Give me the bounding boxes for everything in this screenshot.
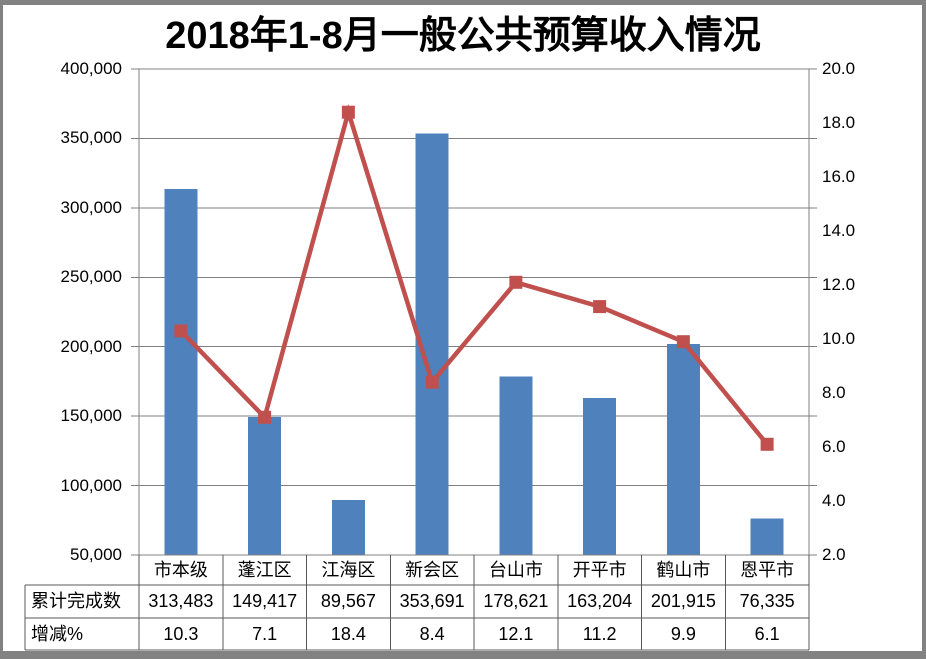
table-cell-value: 313,483 <box>148 591 214 611</box>
line-marker <box>341 105 355 119</box>
category-label: 江海区 <box>321 560 376 580</box>
right-axis-tick-label: 10.0 <box>822 329 856 348</box>
category-label: 蓬江区 <box>237 560 292 580</box>
left-axis-tick-label: 150,000 <box>60 406 122 426</box>
left-axis-tick-label: 100,000 <box>60 475 122 495</box>
table-cell-value: 89,567 <box>320 591 376 611</box>
table-cell-value: 149,417 <box>232 591 298 611</box>
table-row-label: 增减% <box>31 624 84 644</box>
table-cell-value: 11.2 <box>582 624 617 644</box>
right-axis-tick-label: 18.0 <box>822 113 856 132</box>
table-cell-value: 178,621 <box>483 591 549 611</box>
bar <box>583 397 617 555</box>
category-label: 市本级 <box>153 560 208 580</box>
right-axis-tick-label: 20.0 <box>822 59 856 78</box>
line-marker <box>593 300 607 314</box>
line-marker <box>509 275 523 289</box>
chart-title: 2018年1-8月一般公共预算收入情况 <box>165 15 761 57</box>
window-border-top <box>0 0 926 5</box>
left-axis-tick-label: 250,000 <box>60 267 122 287</box>
right-axis-tick-label: 12.0 <box>822 275 856 294</box>
bar <box>164 189 198 555</box>
table-cell-value: 9.9 <box>670 624 696 644</box>
trend-line <box>179 104 769 446</box>
table-row-label: 累计完成数 <box>31 591 121 611</box>
category-label: 鹤山市 <box>656 560 711 580</box>
right-axis-tick-label: 8.0 <box>822 383 846 402</box>
line-marker <box>760 437 774 451</box>
bar <box>666 344 700 555</box>
line-marker <box>676 335 690 349</box>
table-cell-value: 7.1 <box>252 624 278 644</box>
right-axis-tick-label: 4.0 <box>822 491 846 510</box>
table-cell-value: 10.3 <box>163 624 199 644</box>
right-axis-tick-label: 14.0 <box>822 221 856 240</box>
bar <box>248 416 282 555</box>
bar <box>750 518 784 555</box>
table-cell-value: 18.4 <box>330 624 366 644</box>
category-label: 恩平市 <box>740 560 795 580</box>
line-marker <box>174 324 188 338</box>
table-cell-value: 12.1 <box>498 624 534 644</box>
table-cell-value: 6.1 <box>754 624 780 644</box>
table-cell-value: 76,335 <box>739 591 795 611</box>
left-axis-tick-label: 350,000 <box>60 128 122 148</box>
category-label: 开平市 <box>572 560 627 580</box>
window-border-bottom <box>0 651 926 659</box>
bar <box>499 376 533 555</box>
bar <box>331 500 365 555</box>
right-axis-tick-label: 16.0 <box>822 167 856 186</box>
category-label: 新会区 <box>405 560 460 580</box>
line-marker <box>425 375 439 389</box>
table-cell-value: 353,691 <box>399 591 465 611</box>
window-border-left <box>0 0 3 659</box>
right-axis-tick-label: 2.0 <box>822 545 846 564</box>
line-marker <box>258 410 272 424</box>
category-label: 台山市 <box>488 560 543 580</box>
left-axis-tick-label: 200,000 <box>60 336 122 356</box>
window-border-right <box>922 0 926 659</box>
right-axis-tick-label: 6.0 <box>822 437 846 456</box>
table-cell-value: 8.4 <box>419 624 445 644</box>
table-cell-value: 201,915 <box>650 591 716 611</box>
left-axis-tick-label: 50,000 <box>70 545 122 564</box>
left-axis-tick-label: 300,000 <box>60 197 122 217</box>
table-cell-value: 163,204 <box>567 591 633 611</box>
left-axis-tick-label: 400,000 <box>60 59 122 78</box>
